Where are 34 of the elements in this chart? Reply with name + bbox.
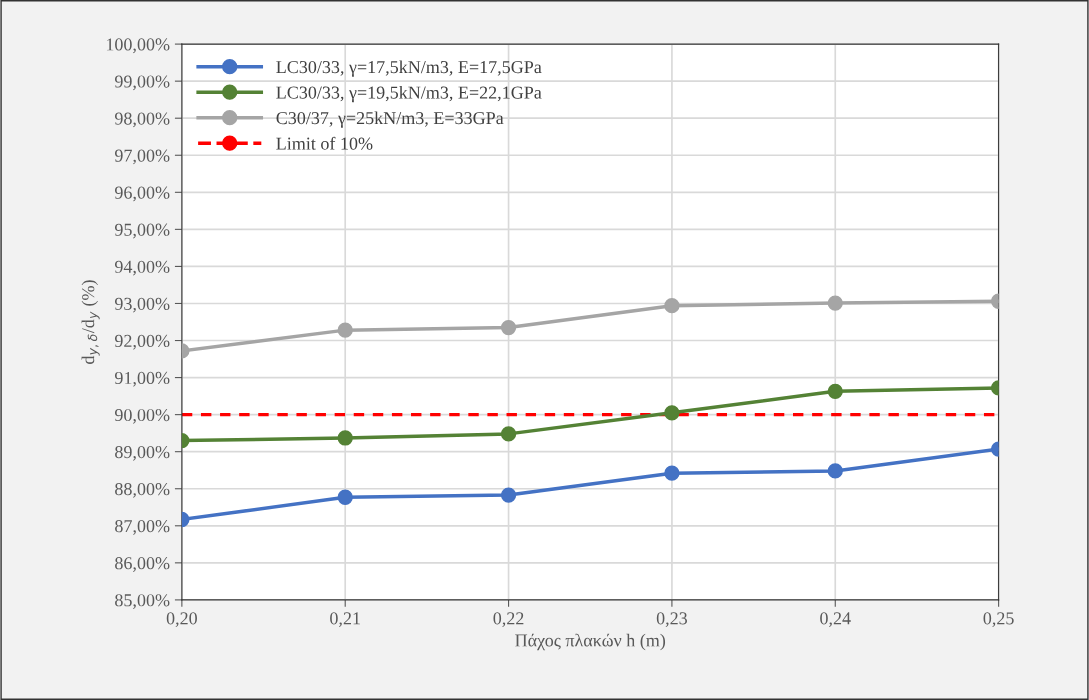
y-tick-label: 89,00% [115, 445, 170, 461]
y-tick-label: 86,00% [115, 557, 170, 572]
y-tick-label: 92,00% [114, 334, 170, 350]
point [500, 487, 517, 503]
x-tick-label: 0,22 [493, 612, 524, 628]
point [500, 426, 517, 442]
y-tick-label: 96,00% [114, 186, 170, 202]
y-tick-label: 100,00% [106, 38, 170, 54]
y-tick-label: 93,00% [114, 297, 170, 313]
x-axis-title: Πάχος πλακών h (m) [515, 633, 666, 651]
x-tick-label: 0,25 [983, 612, 1014, 628]
legend-label: LC30/33, γ=19,5kN/m3, E=22,1GPa [276, 85, 542, 103]
y-tick-label: 94,00% [114, 260, 170, 276]
y-tick-label: 95,00% [114, 223, 170, 239]
legend-label: LC30/33, γ=17,5kN/m3, E=17,5GPa [276, 60, 542, 77]
x-tick-label: 0,21 [330, 612, 360, 628]
y-tick-label: 90,00% [114, 408, 170, 424]
point [500, 319, 517, 336]
y-tick-label: 85,00% [115, 594, 170, 609]
x-tick-label: 0,20 [166, 612, 197, 628]
point [664, 405, 680, 421]
y-tick-label: 99,00% [114, 75, 170, 91]
point [664, 465, 680, 481]
y-tick-label: 98,00% [114, 112, 170, 128]
legend-label: Limit of 10% [276, 136, 373, 150]
y-tick-label: 88,00% [115, 483, 170, 498]
y-axis-title: d$_{y,δ}$/d$_{y}$ (%) [81, 280, 100, 364]
x-tick-label: 0,24 [820, 612, 851, 628]
legend-label: C30/37, γ=25kN/m3, E=33GPa [276, 111, 504, 128]
y-tick-label: 91,00% [114, 371, 170, 387]
y-tick-label: 97,00% [114, 149, 170, 165]
y-tick-label: 87,00% [115, 520, 170, 535]
point [664, 298, 680, 314]
x-tick-label: 0,23 [656, 612, 688, 628]
